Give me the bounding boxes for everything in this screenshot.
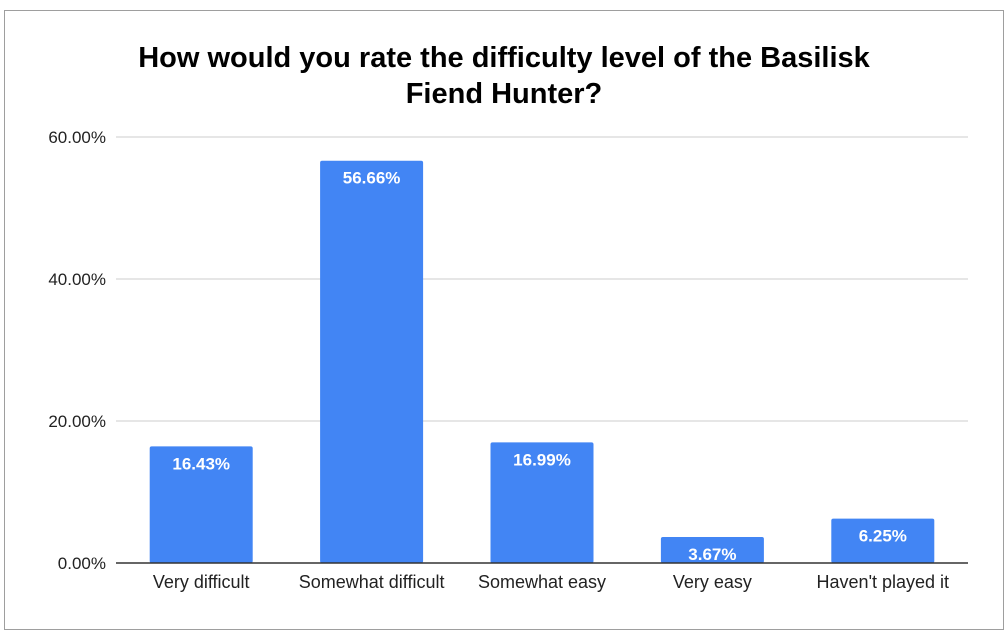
bar-value-label: 6.25% [859, 527, 907, 546]
bar [320, 160, 424, 564]
bar-value-label: 3.67% [688, 545, 736, 564]
x-category-label: Somewhat easy [478, 572, 606, 592]
y-tick-label: 20.00% [48, 412, 106, 431]
x-category-label: Very easy [673, 572, 752, 592]
bar-value-label: 56.66% [343, 169, 401, 188]
labels: 0.00% 20.00% 40.00% 60.00% 16.43% Very diffic… [48, 128, 949, 592]
chart-title-line-1: How would you rate the difficulty level … [138, 42, 870, 74]
y-tick-label: 0.00% [58, 554, 106, 573]
bars [149, 160, 935, 564]
x-category-label: Somewhat difficult [299, 572, 445, 592]
x-category-label: Haven't played it [817, 572, 950, 592]
y-tick-label: 60.00% [48, 128, 106, 147]
bar [149, 446, 253, 563]
bar-value-label: 16.99% [513, 450, 571, 469]
bar-value-label: 16.43% [172, 454, 230, 473]
chart-title: How would you rate the difficulty level … [0, 40, 1008, 112]
chart-title-line-2: Fiend Hunter? [405, 78, 603, 110]
bar [490, 442, 594, 563]
y-tick-label: 40.00% [48, 270, 106, 289]
gridlines [116, 136, 968, 422]
x-category-label: Very difficult [153, 572, 250, 592]
bar [660, 536, 764, 563]
bar [831, 518, 935, 563]
